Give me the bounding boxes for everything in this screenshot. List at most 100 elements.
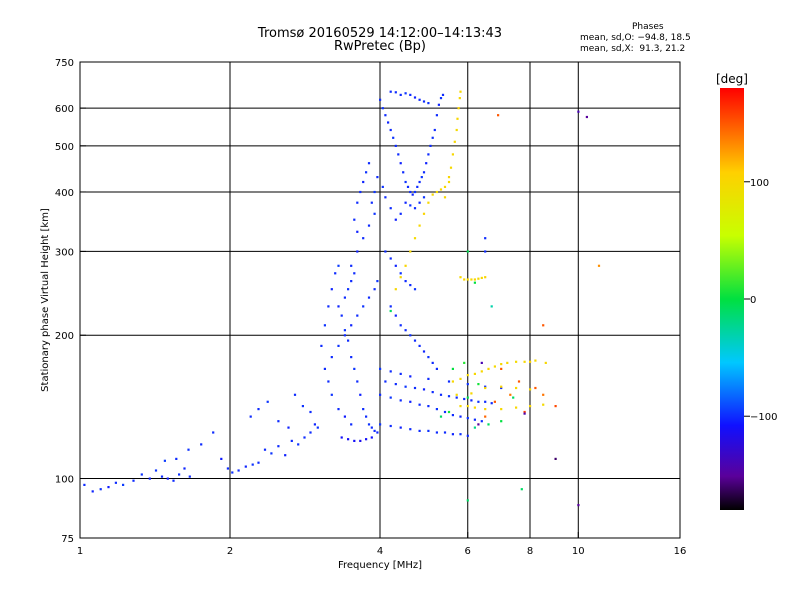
data-point — [394, 288, 397, 291]
y-tick-label: 300 — [55, 247, 74, 258]
y-tick-label: 600 — [55, 104, 74, 115]
data-point — [160, 475, 164, 478]
data-point — [484, 276, 487, 279]
data-point — [413, 190, 417, 194]
data-point — [353, 367, 356, 370]
data-point — [413, 339, 417, 342]
data-point — [394, 383, 397, 386]
y-tick-label: 75 — [61, 534, 74, 545]
data-point — [266, 400, 269, 403]
data-point — [406, 185, 410, 188]
data-point — [459, 276, 462, 279]
data-point — [420, 176, 423, 179]
data-point — [529, 405, 532, 408]
data-point — [303, 436, 306, 439]
data-point — [399, 162, 402, 165]
data-point — [397, 153, 400, 156]
data-point — [340, 436, 343, 439]
data-point — [373, 288, 376, 291]
data-point — [356, 201, 359, 204]
data-point — [399, 372, 402, 375]
data-point — [399, 426, 402, 429]
phases-o-stats: mean, sd,O: −94.8, 18.5 — [580, 33, 691, 43]
data-point — [187, 448, 190, 451]
data-point — [320, 344, 323, 347]
data-point — [309, 410, 312, 414]
data-point — [389, 257, 392, 260]
data-point — [500, 363, 503, 366]
data-point — [183, 467, 186, 470]
data-point — [359, 393, 362, 396]
data-point — [290, 439, 293, 442]
data-point — [384, 250, 387, 253]
data-point — [484, 250, 487, 253]
data-point — [484, 386, 487, 390]
data-point — [473, 426, 476, 429]
data-point — [473, 372, 476, 375]
data-point — [350, 280, 353, 283]
data-point — [439, 393, 443, 396]
data-point — [379, 423, 382, 426]
data-point — [356, 380, 359, 383]
data-point — [463, 361, 466, 364]
data-point — [413, 386, 417, 390]
data-point — [523, 410, 526, 414]
data-point — [394, 144, 397, 147]
data-point — [389, 424, 392, 428]
data-point — [409, 250, 412, 253]
data-point — [477, 277, 480, 280]
data-point — [99, 488, 102, 491]
data-point — [413, 207, 417, 210]
data-point — [404, 201, 407, 204]
data-point — [140, 473, 143, 476]
data-point — [435, 114, 438, 117]
data-point — [441, 93, 445, 96]
y-tick-label: 750 — [55, 58, 74, 69]
data-point — [330, 356, 333, 359]
data-point — [534, 359, 537, 362]
data-point — [477, 383, 480, 386]
data-point — [473, 418, 476, 421]
data-point — [429, 144, 432, 147]
data-point — [484, 385, 487, 388]
y-tick-label: 400 — [55, 188, 74, 199]
data-point — [270, 452, 273, 455]
data-point — [376, 176, 379, 179]
data-point — [384, 196, 387, 199]
data-point — [389, 128, 392, 132]
data-point — [427, 377, 430, 380]
data-point — [447, 395, 451, 398]
colorbar-tick-label: −100 — [750, 412, 777, 423]
data-point — [477, 423, 480, 426]
data-point — [337, 344, 340, 347]
data-point — [399, 272, 402, 275]
data-point — [473, 281, 476, 284]
data-point — [451, 414, 454, 417]
data-point — [466, 250, 469, 253]
data-point — [422, 212, 426, 215]
data-point — [413, 96, 417, 99]
grid-lines — [80, 62, 680, 538]
data-point — [435, 190, 438, 194]
data-point — [381, 185, 384, 188]
colorbar-tick-label: 0 — [750, 295, 756, 306]
y-axis-label: Stationary phase Virtual Height [km] — [40, 208, 51, 392]
data-point — [451, 433, 454, 436]
data-point — [523, 360, 526, 363]
data-point — [373, 190, 376, 194]
data-point — [517, 380, 521, 383]
data-point — [439, 188, 443, 191]
data-point — [470, 278, 473, 281]
data-point — [277, 420, 280, 423]
data-point — [463, 278, 466, 281]
data-point — [466, 383, 469, 386]
data-point — [500, 367, 503, 370]
data-point — [362, 408, 365, 411]
data-point — [376, 431, 379, 434]
data-point — [509, 393, 512, 396]
data-point — [418, 98, 421, 101]
data-point — [337, 408, 340, 411]
data-point — [422, 196, 426, 199]
data-point — [362, 180, 365, 184]
